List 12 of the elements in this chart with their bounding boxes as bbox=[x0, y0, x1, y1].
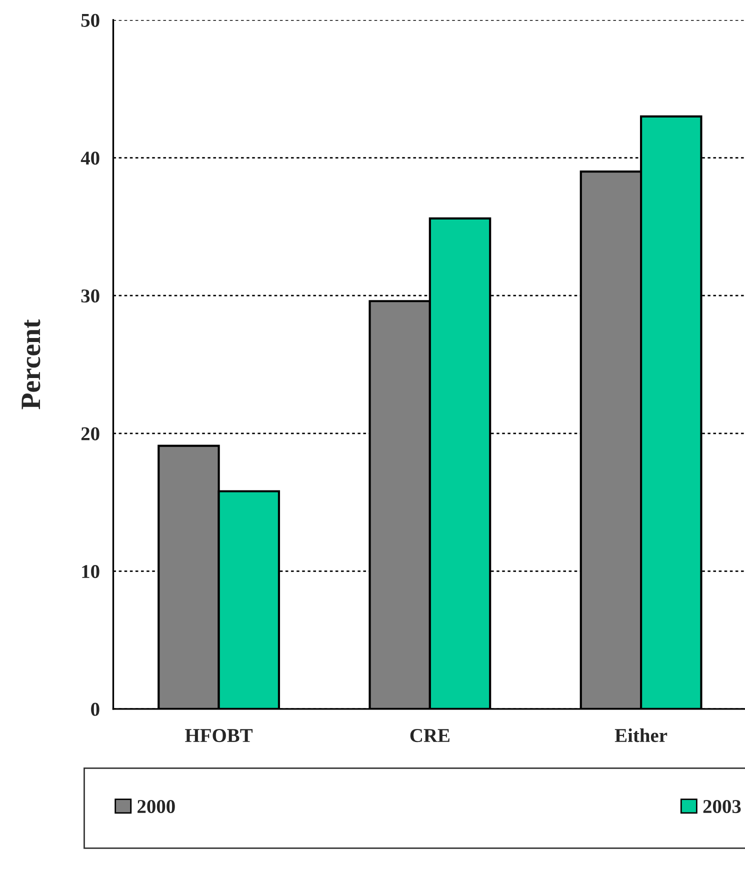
y-tick-label: 40 bbox=[80, 152, 100, 165]
y-tick-label: 30 bbox=[81, 289, 100, 303]
x-tick-label: CRE bbox=[410, 729, 450, 742]
y-tick-label: 50 bbox=[81, 14, 100, 27]
y-tick-label: 10 bbox=[82, 565, 100, 578]
y-tick-label: 20 bbox=[81, 427, 100, 440]
x-tick-label: HFOBT bbox=[185, 729, 253, 742]
legend-label: 2003 bbox=[703, 800, 741, 814]
legend-label: 2000 bbox=[138, 800, 175, 814]
y-tick-label: 0 bbox=[91, 702, 100, 716]
x-tick-label: Either bbox=[614, 728, 668, 742]
y-axis-title: Percent bbox=[22, 319, 40, 410]
